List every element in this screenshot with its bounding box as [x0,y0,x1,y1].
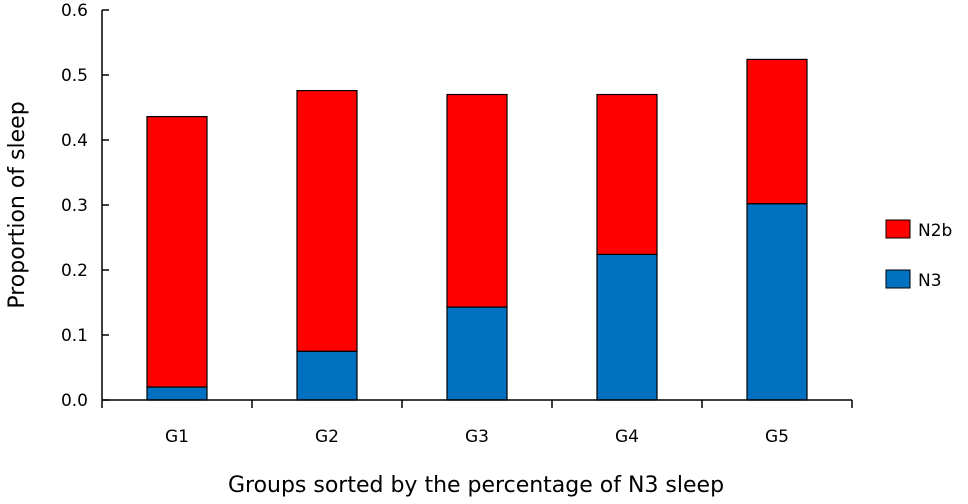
legend-swatch-n3 [885,269,911,289]
x-axis: G1 G2 G3 G4 G5 [101,399,853,447]
legend-label-n2b: N2b [918,221,952,241]
y-tick-label: 0.3 [61,196,88,216]
bar-n2b-g3 [446,93,508,308]
y-tick-label: 0.4 [61,131,88,151]
y-tick-label: 0.5 [61,66,88,86]
bar-n2b-g1 [146,115,208,388]
y-axis: 0.0 0.1 0.2 0.3 0.4 0.5 0.6 [61,1,109,411]
x-tick-label: G2 [315,427,339,447]
legend-label-n3: N3 [918,271,942,291]
plot-area [146,58,808,401]
y-tick-label: 0.0 [61,391,88,411]
bar-n3-g5 [746,203,808,401]
legend-swatch-n2b [885,219,911,239]
bar-n3-g1 [146,386,208,401]
x-tick-label: G5 [765,427,789,447]
bar-n2b-g4 [596,93,658,255]
y-tick-label: 0.1 [61,326,88,346]
bar-n3-g4 [596,253,658,401]
bar-n3-g3 [446,306,508,401]
x-axis-title: Groups sorted by the percentage of N3 sl… [228,473,724,498]
bar-n2b-g5 [746,58,808,205]
x-tick-label: G4 [615,427,639,447]
x-tick-label: G3 [465,427,489,447]
y-tick-label: 0.2 [61,261,88,281]
x-tick-label: G1 [165,427,189,447]
legend: N2b N3 [885,219,952,291]
bar-n3-g2 [296,350,358,401]
bar-n2b-g2 [296,89,358,352]
y-tick-label: 0.6 [61,1,88,21]
y-axis-title: Proportion of sleep [5,101,30,308]
